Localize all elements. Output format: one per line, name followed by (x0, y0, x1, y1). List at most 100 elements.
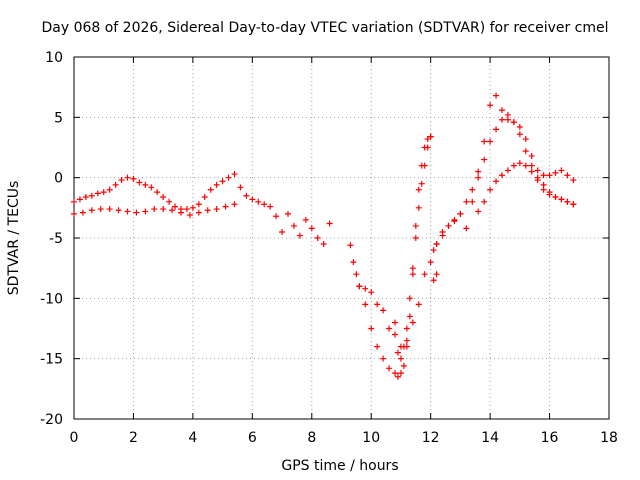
data-point (320, 241, 327, 248)
data-point (510, 162, 517, 169)
data-point (136, 179, 143, 186)
data-point (430, 247, 437, 254)
data-point (362, 285, 369, 292)
data-point (504, 167, 511, 174)
data-point (189, 204, 196, 211)
data-point (415, 204, 422, 211)
data-point (186, 212, 193, 219)
data-point (487, 138, 494, 145)
data-point (222, 203, 229, 210)
data-point (353, 271, 360, 278)
data-point (481, 156, 488, 163)
x-tick-label: 12 (422, 430, 440, 446)
data-point (522, 162, 529, 169)
data-point (499, 107, 505, 114)
data-point (151, 206, 158, 213)
data-point (546, 189, 553, 196)
data-point (380, 307, 387, 314)
data-point (418, 180, 425, 187)
data-point (558, 167, 565, 174)
data-point (195, 201, 202, 208)
data-point (400, 362, 407, 369)
x-tick-label: 6 (248, 430, 257, 446)
y-tick-label: 5 (54, 110, 63, 126)
data-point (528, 152, 535, 159)
data-point (534, 174, 541, 181)
data-point (475, 168, 482, 175)
data-point (510, 119, 517, 126)
data-point (475, 208, 482, 215)
data-point (160, 193, 167, 200)
data-point (106, 186, 113, 193)
x-axis-label: GPS time / hours (281, 458, 398, 474)
data-point (314, 235, 321, 241)
data-point (166, 198, 173, 205)
data-point (421, 162, 428, 169)
data-point (97, 206, 104, 213)
data-point (415, 301, 422, 308)
data-point (374, 301, 381, 308)
y-tick-label: -5 (49, 231, 63, 247)
data-point (540, 181, 547, 188)
data-point (469, 186, 476, 193)
data-point (71, 198, 77, 205)
data-point (204, 207, 211, 214)
data-point (392, 319, 398, 326)
data-point (160, 206, 167, 213)
data-point (133, 209, 140, 216)
data-point (296, 232, 303, 239)
data-point (112, 181, 119, 188)
data-point (406, 313, 413, 320)
data-point (142, 208, 149, 215)
data-point (516, 160, 523, 167)
data-point (516, 131, 523, 138)
data-points (71, 92, 577, 380)
data-point (302, 216, 309, 223)
data-point (308, 225, 315, 232)
data-point (394, 373, 401, 380)
data-point (433, 241, 440, 248)
data-point (142, 181, 149, 188)
data-point (457, 210, 464, 217)
data-point (392, 370, 398, 377)
data-point (475, 174, 482, 181)
series-lower_trace (71, 201, 238, 219)
data-point (552, 193, 559, 200)
data-point (558, 196, 565, 203)
data-point (178, 209, 184, 216)
x-tick-label: 8 (307, 430, 316, 446)
data-point (493, 178, 500, 185)
x-tick-label: 4 (188, 430, 197, 446)
data-point (386, 365, 393, 372)
data-point (493, 126, 500, 133)
data-point (261, 201, 268, 208)
data-point (219, 178, 226, 185)
data-point (82, 193, 89, 200)
data-point (374, 343, 381, 350)
y-tick-label: -20 (40, 412, 63, 428)
data-point (290, 222, 297, 229)
series-upper_trace (71, 171, 274, 213)
data-point (356, 283, 363, 290)
data-point (392, 331, 398, 338)
data-point (409, 265, 416, 272)
data-point (403, 325, 410, 332)
data-point (522, 148, 529, 155)
data-point (552, 169, 559, 176)
data-point (267, 203, 274, 210)
data-point (88, 192, 95, 199)
data-point (118, 177, 125, 184)
axis-ticks: 0 2 4 6 8 10 12 14 16 18 -20 -15 -10 -5 0 5 10 (40, 50, 618, 446)
data-point (409, 271, 416, 278)
data-point (285, 210, 291, 217)
data-point (231, 171, 238, 178)
data-point (350, 259, 357, 266)
data-point (386, 325, 393, 332)
data-point (243, 192, 250, 199)
data-point (412, 235, 419, 241)
data-point (368, 325, 375, 332)
data-point (213, 181, 220, 188)
data-point (201, 193, 208, 200)
data-point (522, 136, 529, 143)
